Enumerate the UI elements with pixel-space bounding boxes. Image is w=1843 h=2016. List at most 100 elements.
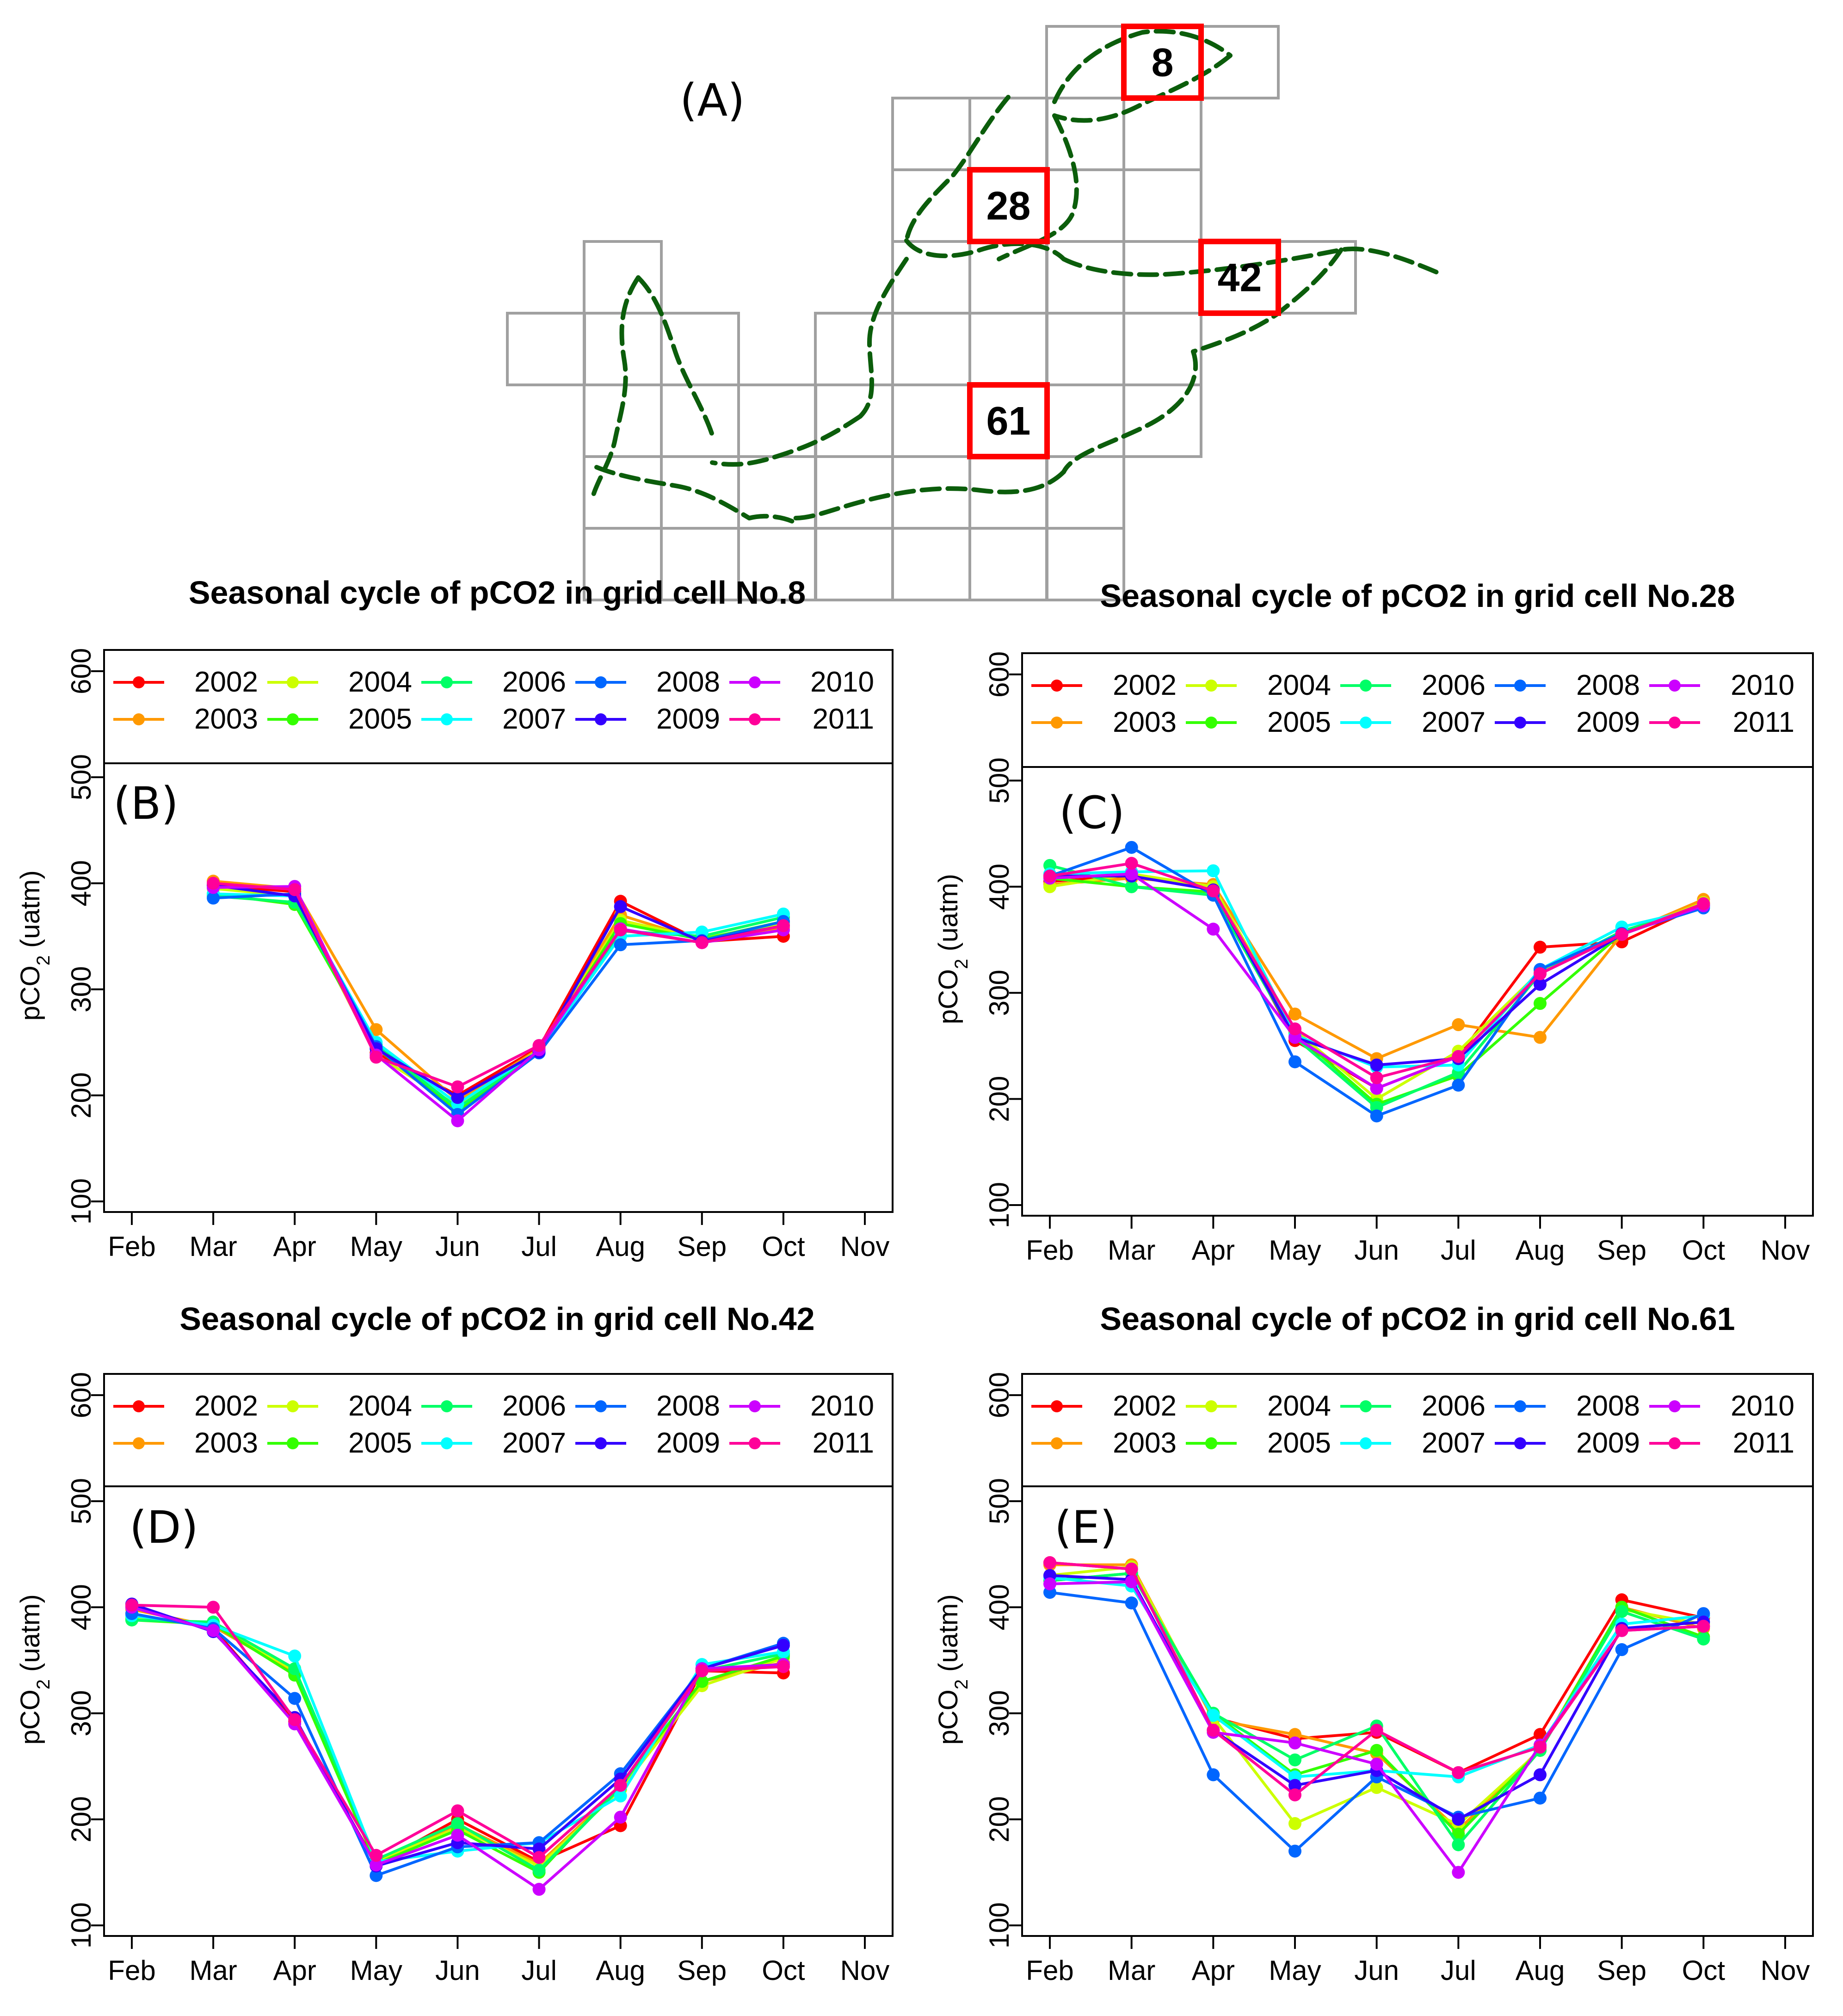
data-point-2011 — [777, 919, 790, 933]
y-tick-label: 600 — [66, 648, 97, 694]
x-tick-label: Feb — [108, 1231, 155, 1262]
data-point-2006 — [451, 1817, 464, 1830]
legend-swatch-point — [1051, 1400, 1063, 1412]
x-tick-label: Mar — [189, 1231, 237, 1262]
panel-label: (C) — [1059, 787, 1125, 839]
legend-swatch-point — [1051, 680, 1063, 692]
x-tick-label: Apr — [273, 1955, 316, 1986]
data-point-2011 — [1370, 1071, 1383, 1084]
data-point-2011 — [370, 1051, 383, 1064]
y-tick-label: 100 — [66, 1178, 97, 1224]
y-axis-label-sub: 2 — [951, 959, 972, 969]
series-line-2011 — [1049, 862, 1704, 1079]
legend-swatch-point — [1205, 717, 1217, 729]
legend-entry-2002: 2002 — [1113, 1390, 1177, 1422]
coastline-north-east — [904, 95, 1011, 243]
y-tick-label: 400 — [984, 1584, 1015, 1630]
series-line-2009 — [1050, 874, 1704, 1067]
data-point-2011 — [1288, 1022, 1301, 1036]
legend-entry-2006: 2006 — [1422, 1390, 1485, 1422]
grid-cell — [891, 527, 971, 601]
legend-entry-2009: 2009 — [656, 1427, 720, 1459]
legend-swatch-point — [133, 1400, 145, 1412]
data-point-2011 — [1288, 1788, 1301, 1802]
legend-entry-2009: 2009 — [1576, 706, 1640, 738]
highlighted-cell-42 — [1198, 239, 1281, 316]
data-point-2010 — [370, 1858, 383, 1872]
chart-title: Seasonal cycle of pCO2 in grid cell No.8 — [189, 575, 806, 611]
data-point-2011 — [451, 1804, 464, 1818]
data-point-2011 — [1452, 1050, 1465, 1063]
grid-cell — [891, 168, 971, 243]
legend-swatch-point — [1205, 680, 1217, 692]
legend-entry-2005: 2005 — [348, 1427, 412, 1459]
legend-swatch-point — [287, 713, 299, 725]
y-tick-label: 200 — [984, 1076, 1015, 1122]
grid-cell — [968, 312, 1048, 386]
x-tick-label: Nov — [840, 1231, 890, 1262]
legend-entry-2004: 2004 — [1267, 1390, 1331, 1422]
data-point-2007 — [1207, 1709, 1220, 1722]
data-point-2009 — [1452, 1812, 1465, 1826]
legend-swatch-point — [441, 676, 453, 688]
grid-cell — [1122, 383, 1202, 458]
x-tick-label: Sep — [677, 1231, 727, 1262]
y-axis-label-sub: 2 — [33, 1679, 54, 1689]
x-tick-label: Mar — [1108, 1955, 1155, 1986]
data-point-2008 — [1207, 1768, 1220, 1781]
y-axis-label-unit: (uatm) — [15, 870, 45, 955]
chart-title: Seasonal cycle of pCO2 in grid cell No.2… — [1100, 578, 1735, 614]
coastline-north-inner — [1052, 53, 1233, 123]
x-tick-label: Feb — [108, 1955, 155, 1986]
grid-cell — [891, 383, 971, 458]
chart-panel-c: Seasonal cycle of pCO2 in grid cell No.2… — [933, 578, 1814, 1266]
data-point-2008 — [1370, 1109, 1383, 1123]
chart-panel-b: Seasonal cycle of pCO2 in grid cell No.8… — [15, 575, 894, 1262]
legend-entry-2009: 2009 — [656, 703, 720, 735]
data-point-2011 — [125, 1598, 138, 1612]
x-tick-label: Sep — [1597, 1955, 1646, 1986]
grid-cell — [1045, 168, 1125, 243]
coastline-bay — [594, 465, 752, 520]
coastline — [590, 29, 1441, 525]
legend-entry-2007: 2007 — [502, 703, 566, 735]
legend-entry-2010: 2010 — [810, 666, 874, 698]
series-line-2010 — [213, 885, 784, 1122]
legend-entry-2010: 2010 — [810, 1390, 874, 1422]
x-tick-label: Jun — [435, 1955, 480, 1986]
y-tick-label: 500 — [66, 754, 97, 800]
data-point-2008 — [288, 1692, 302, 1705]
data-point-2009 — [1288, 1779, 1301, 1792]
grid-cell — [1045, 527, 1125, 601]
x-tick-label: Feb — [1026, 1955, 1073, 1986]
data-point-2010 — [1370, 1082, 1383, 1095]
grid-cell — [814, 455, 894, 530]
legend-entry-2004: 2004 — [348, 1390, 412, 1422]
data-point-2011 — [1697, 1620, 1710, 1633]
data-point-2011 — [1615, 1624, 1628, 1637]
data-point-2010 — [451, 1114, 464, 1127]
grid-cell — [1045, 383, 1125, 458]
legend-swatch-point — [1669, 717, 1681, 729]
coastline-bay-east — [747, 513, 798, 525]
panel-label: (E) — [1054, 1502, 1117, 1553]
data-point-2007 — [1207, 864, 1220, 878]
data-point-2002 — [1534, 1728, 1547, 1741]
y-axis-label-base: pCO — [15, 1689, 45, 1744]
cell-label-61: 61 — [986, 399, 1031, 444]
data-point-2005 — [695, 1675, 709, 1688]
data-point-2009 — [1370, 1058, 1383, 1072]
x-tick-label: Jun — [1354, 1235, 1399, 1266]
series-line-2009 — [213, 884, 784, 1099]
legend-swatch-point — [1205, 1437, 1217, 1449]
legend-swatch-point — [749, 1400, 761, 1412]
data-point-2011 — [1534, 1740, 1547, 1754]
y-tick-label: 100 — [66, 1902, 97, 1948]
grid-cell — [1122, 312, 1202, 386]
data-point-2011 — [614, 1779, 627, 1792]
legend-swatch-point — [1514, 1400, 1526, 1412]
x-tick-label: Jun — [435, 1231, 480, 1262]
y-tick-label: 400 — [984, 864, 1015, 910]
legend-swatch-point — [749, 713, 761, 725]
